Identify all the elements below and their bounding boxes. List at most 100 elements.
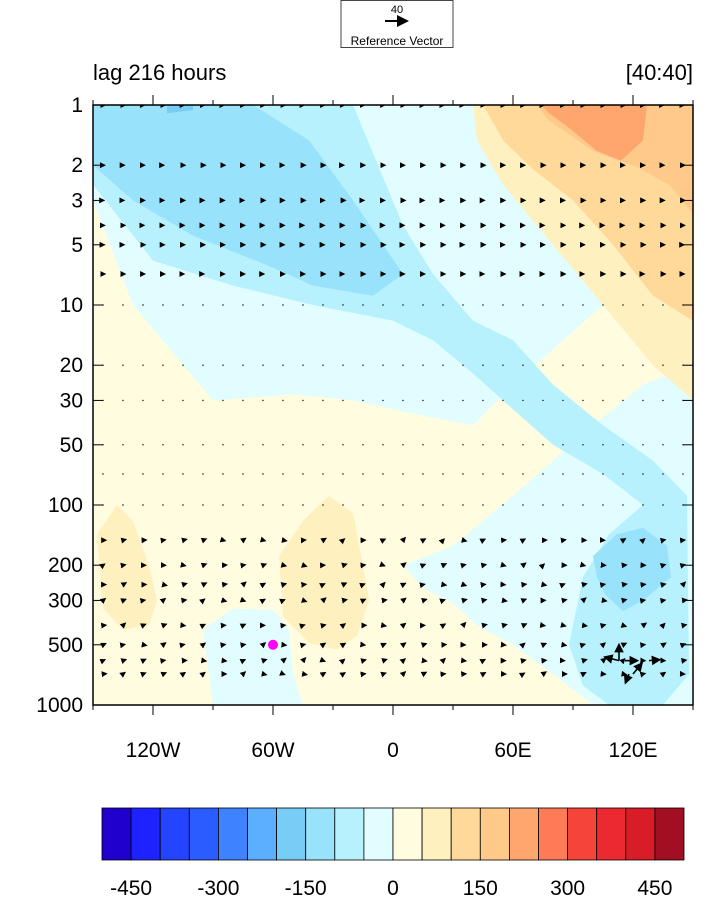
x-tick-label: 0: [387, 739, 399, 762]
wind-vector: [100, 642, 107, 649]
vector-dot: [282, 364, 284, 366]
wind-vector: [140, 671, 147, 678]
wind-vector: [120, 658, 128, 664]
vector-dot: [602, 444, 604, 446]
colorbar-cell: [567, 807, 598, 861]
vector-dot: [522, 304, 524, 306]
wind-vector: [140, 658, 147, 665]
vector-dot: [242, 444, 244, 446]
colorbar-label: 300: [550, 877, 585, 898]
vector-dot: [662, 304, 664, 306]
vector-dot: [222, 304, 224, 306]
vector-dot: [662, 504, 664, 506]
wind-vector: [181, 582, 188, 588]
vector-dot: [322, 504, 324, 506]
wind-vector: [259, 642, 267, 649]
vector-dot: [182, 364, 184, 366]
wind-vector: [320, 537, 327, 544]
vector-dot: [442, 504, 444, 506]
wind-vector: [199, 671, 206, 678]
wind-vector: [380, 642, 387, 649]
wind-vector: [439, 598, 446, 605]
vector-dot: [462, 364, 464, 366]
vector-dot: [362, 364, 364, 366]
vector-dot: [442, 364, 444, 366]
wind-vector: [480, 562, 488, 569]
wind-vector: [141, 641, 148, 648]
wind-vector: [680, 657, 688, 664]
colorbar-cell: [247, 807, 278, 861]
vector-dot: [282, 504, 284, 506]
wind-vector: [560, 641, 568, 648]
wind-vector: [161, 581, 168, 588]
vector-dot: [222, 473, 224, 475]
wind-vector: [461, 597, 468, 604]
vector-dot: [562, 444, 564, 446]
vector-dot: [142, 304, 144, 306]
wind-vector: [301, 562, 308, 568]
wind-vector: [501, 622, 508, 629]
wind-vector: [380, 671, 387, 678]
vector-dot: [602, 364, 604, 366]
vector-dot: [322, 444, 324, 446]
vector-dot: [382, 444, 384, 446]
wind-vector: [599, 623, 607, 629]
vector-dot: [362, 399, 364, 402]
wind-vector: [199, 642, 207, 649]
vector-dot: [382, 473, 384, 475]
wind-vector: [279, 598, 286, 605]
colorbar-cell: [101, 807, 132, 861]
wind-vector: [280, 582, 288, 588]
wind-vector: [259, 536, 267, 543]
wind-vector: [581, 658, 588, 664]
vector-dot: [182, 399, 184, 402]
vector-dot: [362, 473, 364, 475]
vector-dot: [422, 304, 424, 306]
y-tick-label: 30: [60, 389, 83, 412]
vector-dot: [362, 304, 364, 306]
vector-dot: [262, 399, 264, 402]
vector-dot: [202, 304, 204, 306]
vector-dot: [202, 399, 204, 402]
strong-wind-vector: [603, 654, 620, 664]
wind-vector: [320, 597, 327, 604]
vector-dot: [622, 504, 624, 506]
vector-dot: [542, 304, 544, 306]
wind-vector: [200, 537, 208, 544]
wind-vector: [460, 581, 468, 587]
vector-dot: [302, 504, 304, 506]
vector-dot: [582, 473, 584, 475]
vector-dot: [542, 364, 544, 366]
wind-vector: [339, 623, 347, 630]
vector-dot: [302, 399, 304, 402]
vector-dot: [122, 364, 124, 366]
vector-dot: [482, 364, 484, 366]
y-tick-label: 1000: [36, 694, 83, 717]
wind-vector: [239, 537, 247, 544]
colorbar-cell: [508, 807, 539, 861]
wind-vector: [479, 672, 487, 678]
wind-vector: [621, 597, 628, 604]
vector-dot: [262, 304, 264, 306]
wind-vector: [519, 538, 527, 544]
vector-dot: [242, 364, 244, 366]
wind-vector: [319, 642, 327, 649]
wind-vector: [439, 657, 446, 665]
vector-dot: [402, 504, 404, 506]
wind-vector: [319, 656, 327, 663]
wind-vector: [379, 581, 386, 589]
x-tick-label: 120E: [608, 739, 657, 762]
vector-dot: [622, 473, 624, 475]
x-tick-label: 120W: [126, 739, 181, 762]
wind-vector: [99, 658, 107, 665]
vector-dot: [142, 444, 144, 446]
contour-region-6: [203, 608, 303, 705]
vector-dot: [282, 444, 284, 446]
vector-dot: [582, 399, 584, 402]
wind-vector: [239, 623, 247, 630]
vector-dot: [102, 473, 104, 475]
wind-vector: [341, 562, 348, 569]
wind-vector: [520, 598, 528, 604]
wind-vector: [519, 642, 526, 649]
vector-dot: [582, 444, 584, 446]
